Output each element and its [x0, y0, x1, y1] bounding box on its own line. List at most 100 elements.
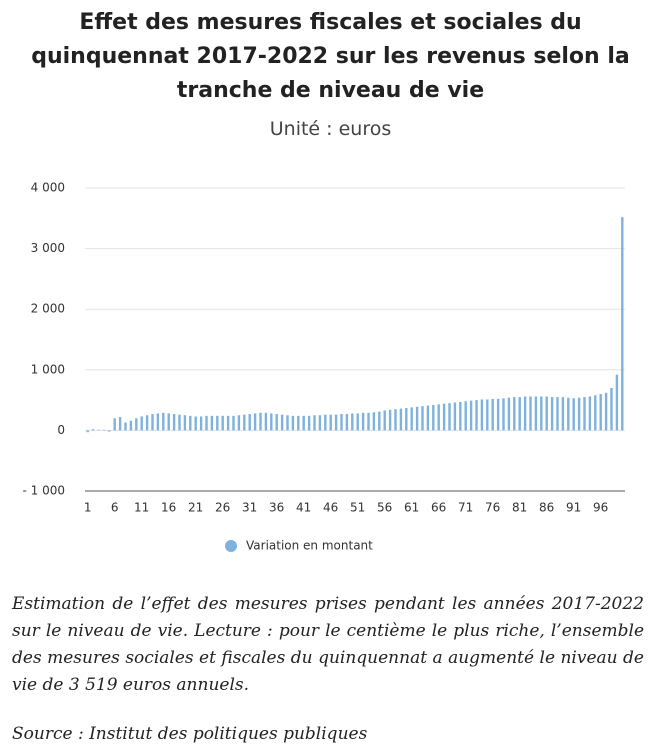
- bar: [108, 430, 111, 432]
- x-tick-label: 36: [269, 501, 284, 515]
- bar: [302, 415, 305, 431]
- bar: [415, 406, 419, 431]
- x-tick-label: 91: [566, 501, 581, 515]
- bar: [91, 429, 95, 431]
- bar: [162, 412, 165, 431]
- bar: [599, 394, 602, 431]
- bar: [140, 416, 143, 431]
- bar: [118, 417, 122, 431]
- bar: [567, 397, 570, 431]
- x-tick-label: 56: [377, 501, 392, 515]
- bar: [588, 396, 592, 431]
- bar: [367, 412, 370, 431]
- y-tick-label: 1 000: [31, 362, 65, 376]
- bar: [572, 398, 575, 431]
- bar: [275, 414, 278, 431]
- bar: [372, 412, 376, 431]
- bar: [513, 397, 516, 431]
- bar: [189, 415, 192, 431]
- bar: [178, 414, 181, 431]
- x-tick-label: 41: [296, 501, 311, 515]
- bar: [280, 414, 284, 431]
- bar: [205, 415, 208, 431]
- bar: [442, 403, 446, 431]
- bar: [577, 397, 581, 431]
- bar: [469, 400, 473, 431]
- bar: [324, 414, 327, 431]
- bar: [307, 415, 311, 431]
- bar: [459, 401, 462, 431]
- bar: [615, 374, 619, 431]
- bar: [156, 413, 160, 431]
- bar: [399, 408, 403, 431]
- bar: [410, 407, 413, 431]
- bar: [523, 396, 527, 431]
- legend-label: Variation en montant: [246, 539, 373, 553]
- bar: [237, 415, 241, 431]
- x-tick-label: 6: [111, 501, 119, 515]
- x-tick-label: 81: [512, 501, 527, 515]
- bar: [604, 392, 608, 431]
- bar: [383, 410, 386, 431]
- x-tick-label: 51: [350, 501, 365, 515]
- bar: [534, 396, 538, 431]
- y-tick-label: 3 000: [31, 241, 65, 255]
- bar: [232, 415, 235, 431]
- bar: [464, 401, 467, 431]
- chart-title: Effet des mesures fiscales et sociales d…: [31, 10, 630, 103]
- bar: [113, 418, 116, 431]
- bar: [264, 412, 268, 431]
- bar: [361, 412, 365, 431]
- bar: [183, 415, 187, 431]
- bar: [453, 402, 457, 431]
- bar: [448, 403, 451, 431]
- bar: [86, 430, 89, 433]
- bar: [475, 400, 478, 431]
- chart-subtitle: Unité : euros: [269, 118, 392, 140]
- bar: [421, 406, 424, 431]
- bar: [221, 415, 224, 431]
- bar: [583, 397, 586, 431]
- source: Source : Institut des politiques publiqu…: [12, 724, 368, 744]
- bar: [226, 415, 230, 431]
- bar: [394, 409, 397, 431]
- x-tick-label: 86: [539, 501, 554, 515]
- x-tick-label: 31: [242, 501, 257, 515]
- bar: [329, 414, 332, 431]
- bar: [243, 414, 246, 431]
- caption: Estimation de l’effet des mesures prises…: [12, 594, 644, 695]
- bar: [486, 399, 489, 431]
- bar: [248, 414, 251, 431]
- x-tick-label: 26: [215, 501, 230, 515]
- bar: [540, 396, 543, 431]
- bar: [135, 418, 138, 431]
- bar: [124, 422, 127, 431]
- x-tick-label: 11: [134, 501, 149, 515]
- bar: [97, 429, 100, 431]
- x-tick-label: 16: [161, 501, 176, 515]
- bar: [480, 399, 484, 431]
- x-tick-label: 66: [431, 501, 446, 515]
- bar: [388, 409, 392, 431]
- x-tick-label: 61: [404, 501, 419, 515]
- bar: [545, 396, 548, 431]
- bar: [594, 395, 597, 431]
- bar: [270, 413, 273, 431]
- bar: [210, 415, 214, 431]
- bar: [378, 411, 381, 431]
- bar: [351, 413, 354, 431]
- bar: [167, 413, 170, 431]
- y-tick-label: - 1 000: [23, 484, 66, 498]
- bar: [259, 412, 262, 431]
- bar: [610, 387, 613, 431]
- bar: [318, 415, 322, 431]
- x-tick-label: 76: [485, 501, 500, 515]
- bar: [496, 398, 500, 431]
- legend-marker: [225, 540, 237, 552]
- bar: [356, 413, 359, 431]
- bar: [334, 414, 338, 431]
- bar: [129, 420, 133, 431]
- bar: [345, 414, 349, 431]
